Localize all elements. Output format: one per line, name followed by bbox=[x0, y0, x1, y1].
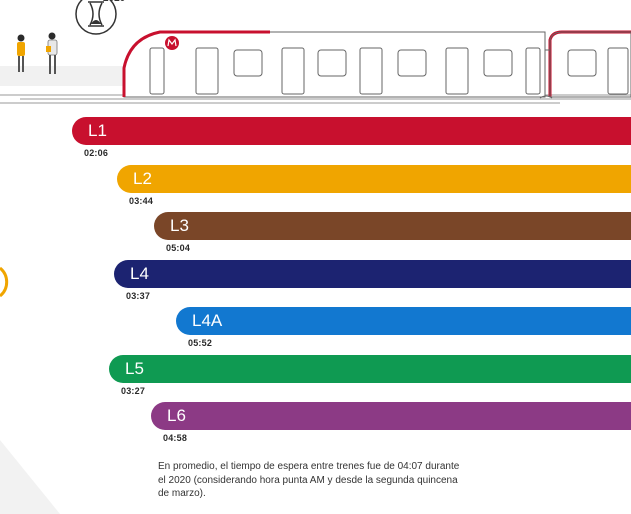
footnote: En promedio, el tiempo de espera entre t… bbox=[158, 461, 460, 499]
train-icon bbox=[122, 30, 631, 99]
year-label: 2020 bbox=[103, 0, 125, 4]
hourglass-icon bbox=[75, 0, 117, 35]
wait-time-l4: 03:37 bbox=[126, 291, 151, 301]
platform bbox=[0, 66, 145, 86]
bar-l4: L4 bbox=[114, 260, 631, 288]
bar-l5: L5 bbox=[109, 355, 631, 383]
wait-time-l6: 04:58 bbox=[163, 433, 188, 443]
wait-time-l4a: 05:52 bbox=[188, 338, 213, 348]
bar-l6: L6 bbox=[151, 402, 631, 430]
decor-arc bbox=[0, 266, 9, 298]
bar-l2: L2 bbox=[117, 165, 631, 193]
metro-logo-icon bbox=[165, 36, 179, 50]
commuter-icon bbox=[46, 32, 58, 74]
bar-l1: L1 bbox=[72, 117, 631, 145]
wait-time-l1: 02:06 bbox=[84, 148, 109, 158]
wait-time-l5: 03:27 bbox=[121, 386, 146, 396]
wait-time-l2: 03:44 bbox=[129, 196, 154, 206]
commuter-icon bbox=[17, 34, 25, 72]
wait-time-l3: 05:04 bbox=[166, 243, 191, 253]
bar-l4a: L4A bbox=[176, 307, 631, 335]
decor-shape bbox=[0, 440, 60, 514]
bar-l3: L3 bbox=[154, 212, 631, 240]
